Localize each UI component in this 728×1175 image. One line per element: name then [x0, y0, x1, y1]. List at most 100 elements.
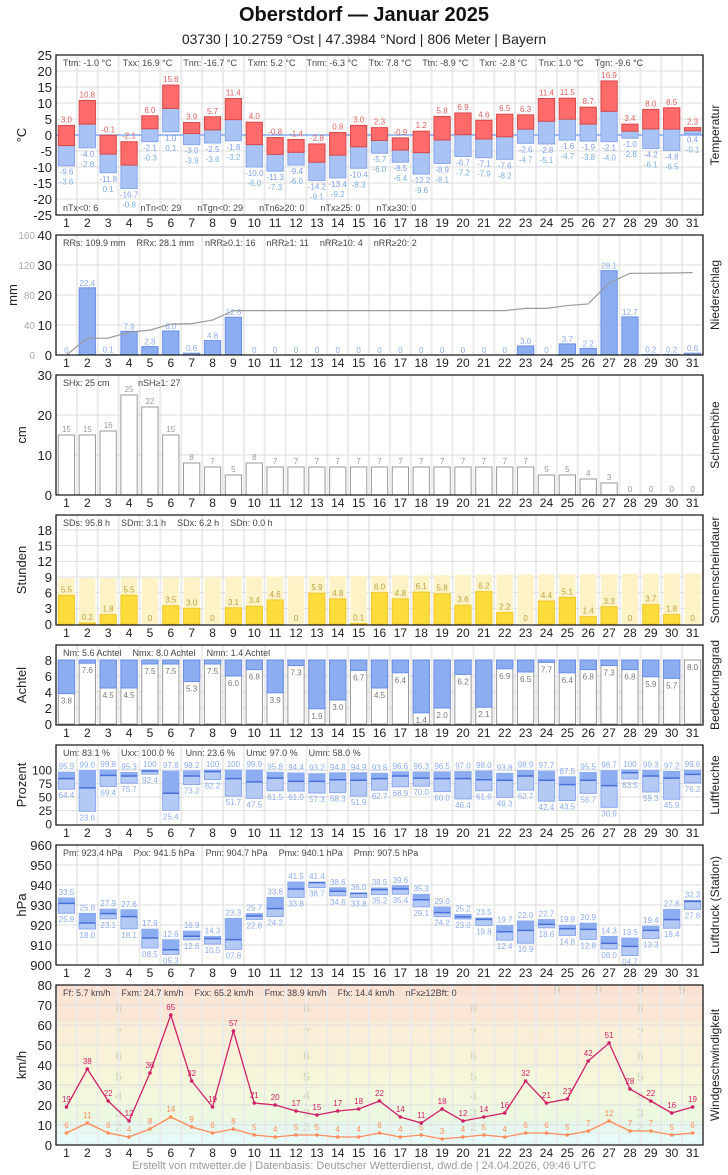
day-label: 9: [230, 1146, 237, 1160]
snow-label: 15: [62, 425, 71, 434]
tground-label: -7.2: [456, 168, 470, 177]
cloud-label: 5.7: [666, 681, 678, 690]
day-label: 15: [352, 826, 366, 840]
mean-wind-point: [106, 1131, 110, 1135]
mean-wind-label: 7: [586, 1119, 591, 1128]
gust-wind-point: [64, 1105, 69, 1109]
day-label: 26: [582, 356, 596, 370]
upper-range-bar: [58, 898, 75, 904]
day-label: 19: [435, 626, 449, 640]
sunshine-label: 5.8: [437, 584, 449, 593]
precip-label: 0: [461, 346, 466, 355]
upper-range-bar: [642, 770, 659, 776]
tmax-bar: [224, 98, 243, 121]
mean-wind-label: 4: [398, 1125, 403, 1134]
gust-wind-label: 17: [292, 1099, 301, 1108]
stat-text: Um: 83.1 %: [63, 748, 110, 758]
sunshine-label: 0: [294, 614, 299, 623]
sunshine-bar: [537, 600, 556, 625]
gust-wind-point: [294, 1109, 298, 1113]
cloud-label: 5.9: [645, 680, 657, 689]
y-tick-label: 10: [38, 96, 52, 111]
tmax-bar: [642, 108, 660, 130]
min-label: 64.4: [59, 791, 75, 800]
cloud-label: 6.0: [228, 679, 240, 688]
tmin-bar: [329, 154, 347, 179]
min-label: 12.6: [184, 942, 200, 951]
min-label: 68.9: [393, 789, 409, 798]
day-label: 4: [126, 216, 133, 230]
sunshine-label: 3.7: [645, 595, 657, 604]
upper-range-bar: [162, 939, 179, 950]
gust-wind-label: 15: [312, 1103, 321, 1112]
day-label: 13: [310, 966, 324, 980]
sunshine-label: 5.5: [61, 585, 73, 594]
min-label: 62.7: [518, 792, 534, 801]
upper-range-bar: [100, 909, 117, 914]
sunshine-bar: [266, 599, 284, 625]
snow-bar: [516, 466, 535, 496]
day-label: 23: [519, 216, 533, 230]
max-label: 22.0: [518, 911, 534, 920]
precip-label: 0: [273, 346, 278, 355]
tmax-bar: [558, 97, 576, 120]
upper-range-bar: [204, 936, 221, 939]
max-label: 17.9: [142, 919, 158, 928]
mean-wind-label: 6: [210, 1121, 215, 1130]
tmin-bar: [245, 144, 263, 168]
stat-text: nRR≥20: 2: [374, 238, 417, 248]
day-label: 2: [84, 726, 91, 740]
day-label: 12: [289, 496, 303, 510]
y-tick-label: 4: [45, 685, 52, 700]
tmax-bar: [203, 116, 222, 131]
day-label: 2: [84, 826, 91, 840]
sunshine-label: 3.4: [249, 596, 261, 605]
day-label: 27: [602, 356, 616, 370]
gust-wind-point: [127, 1119, 131, 1123]
day-label: 31: [686, 726, 700, 740]
tground-label: -6.1: [644, 160, 658, 169]
cloud-bar: [475, 659, 493, 708]
stat-text: RRx: 28.1 mm: [137, 238, 195, 248]
day-label: 14: [331, 496, 345, 510]
y-tick-label: -25: [33, 208, 52, 223]
day-label: 9: [230, 626, 237, 640]
tground-label: -4.7: [519, 155, 533, 164]
day-label: 10: [248, 216, 262, 230]
cloud-bar: [141, 659, 159, 665]
day-label: 31: [686, 496, 700, 510]
tmax-label: 6.9: [457, 103, 469, 112]
tground-label: -5.1: [540, 156, 554, 165]
min-label: 60.0: [434, 794, 450, 803]
day-label: 21: [477, 826, 491, 840]
day-label: 12: [289, 726, 303, 740]
upper-range-bar: [246, 770, 263, 782]
min-label: 07.8: [226, 951, 242, 960]
snow-bar: [287, 466, 305, 496]
upper-range-bar: [559, 925, 576, 929]
cloud-bar: [245, 659, 263, 671]
day-label: 20: [456, 966, 470, 980]
max-label: 36.0: [351, 883, 367, 892]
mean-wind-label: 5: [419, 1123, 424, 1132]
cloud-label: 1.9: [311, 712, 323, 721]
sunshine-label: 5.1: [562, 587, 574, 596]
sunshine-bar: [120, 594, 138, 625]
precip-label: 4.8: [207, 332, 219, 341]
tground-label: -0.8: [122, 200, 136, 209]
gust-wind-point: [628, 1087, 632, 1091]
y-tick-label: 9: [45, 570, 52, 585]
gust-wind-label: 65: [166, 1003, 175, 1012]
day-label: 10: [248, 496, 262, 510]
day-label: 14: [331, 726, 345, 740]
upper-range-bar: [287, 773, 305, 782]
day-label: 11: [269, 356, 282, 370]
day-label: 19: [435, 216, 449, 230]
footer-credits: Erstellt von mtwetter.de | Datenbasis: D…: [131, 1160, 597, 1172]
day-label: 24: [540, 1146, 554, 1160]
gust-wind-label: 51: [605, 1031, 614, 1040]
gust-wind-point: [210, 1105, 215, 1109]
day-label: 16: [373, 726, 387, 740]
tmax-label: 15.6: [163, 75, 179, 84]
gust-wind-label: 22: [104, 1089, 113, 1098]
